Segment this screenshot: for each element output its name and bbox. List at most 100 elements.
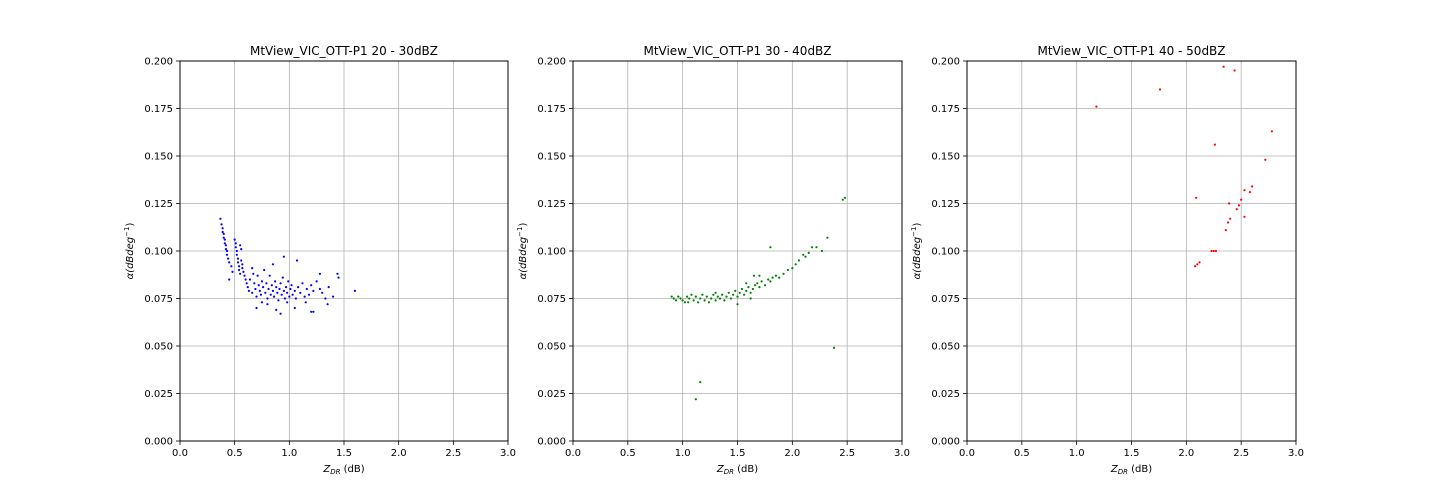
data-point bbox=[278, 287, 281, 291]
data-point bbox=[782, 272, 785, 275]
y-axis-label-sup: −1 bbox=[123, 227, 131, 237]
data-point bbox=[692, 299, 695, 302]
data-point bbox=[1228, 202, 1231, 205]
y-tick-label: 0.000 bbox=[931, 437, 960, 448]
data-point bbox=[279, 282, 282, 285]
y-tick-label: 0.150 bbox=[931, 152, 960, 163]
data-point bbox=[237, 265, 241, 268]
data-point bbox=[324, 297, 327, 300]
data-point bbox=[771, 276, 774, 279]
data-point bbox=[687, 301, 690, 304]
y-axis-label: α(dBdeg−1) bbox=[123, 223, 136, 280]
data-point bbox=[254, 287, 257, 291]
data-point bbox=[696, 301, 700, 304]
x-axis-label-sub: DR bbox=[724, 468, 734, 476]
data-point bbox=[219, 217, 222, 220]
y-axis-label-close: ) bbox=[125, 223, 136, 227]
x-axis-label-sub: DR bbox=[1118, 468, 1128, 476]
data-point bbox=[234, 242, 237, 245]
x-tick-label: 3.0 bbox=[500, 448, 516, 459]
data-point bbox=[681, 299, 684, 302]
x-tick-label: 2.5 bbox=[1233, 448, 1249, 459]
data-point bbox=[221, 230, 224, 234]
x-tick-label: 3.0 bbox=[1288, 448, 1304, 459]
x-axis-label: ZDR (dB) bbox=[322, 464, 364, 476]
data-point bbox=[690, 293, 693, 296]
data-point bbox=[282, 255, 285, 258]
data-point bbox=[1196, 263, 1199, 266]
x-tick-label: 2.0 bbox=[391, 448, 407, 459]
data-point bbox=[243, 274, 246, 277]
data-point bbox=[253, 282, 256, 285]
data-point bbox=[703, 299, 706, 302]
data-point bbox=[786, 268, 790, 272]
data-point bbox=[716, 295, 719, 298]
data-point bbox=[331, 295, 335, 298]
data-point bbox=[353, 289, 357, 292]
data-point bbox=[688, 297, 691, 300]
data-point bbox=[714, 299, 717, 302]
x-tick-label: 2.5 bbox=[839, 448, 855, 459]
data-point bbox=[296, 286, 300, 289]
y-tick-label: 0.175 bbox=[537, 104, 566, 115]
y-tick-label: 0.175 bbox=[931, 104, 960, 115]
data-point bbox=[327, 286, 330, 289]
data-point bbox=[763, 284, 767, 287]
y-tick-label: 0.075 bbox=[144, 294, 173, 305]
y-tick-label: 0.025 bbox=[537, 389, 566, 400]
data-point bbox=[264, 291, 267, 294]
y-axis-label: α(dBdeg−1) bbox=[516, 223, 529, 280]
y-tick-label: 0.175 bbox=[144, 104, 173, 115]
data-point bbox=[223, 242, 226, 245]
y-axis-label-main: α(dBdeg bbox=[125, 237, 136, 280]
data-point bbox=[239, 244, 242, 247]
data-point bbox=[679, 297, 682, 300]
y-tick-label: 0.000 bbox=[537, 437, 566, 448]
data-point bbox=[769, 246, 772, 249]
data-point bbox=[1270, 130, 1273, 133]
data-point bbox=[288, 295, 291, 298]
data-point bbox=[275, 308, 278, 311]
data-point bbox=[694, 295, 697, 298]
data-point bbox=[1210, 249, 1213, 253]
data-point bbox=[301, 282, 304, 285]
x-tick-label: 0.5 bbox=[227, 448, 243, 459]
data-point bbox=[281, 276, 284, 279]
data-point bbox=[749, 291, 752, 294]
data-point bbox=[774, 274, 777, 277]
data-point bbox=[260, 301, 264, 304]
data-point bbox=[231, 270, 234, 273]
data-point bbox=[221, 227, 224, 230]
x-tick-label: 0.0 bbox=[565, 448, 581, 459]
data-point bbox=[286, 301, 289, 304]
data-point bbox=[337, 276, 340, 279]
x-tick-label: 1.5 bbox=[336, 448, 352, 459]
data-point bbox=[791, 267, 794, 270]
data-point bbox=[266, 303, 269, 306]
data-point bbox=[248, 278, 252, 281]
data-point bbox=[279, 312, 282, 315]
data-point bbox=[707, 301, 711, 304]
data-point bbox=[312, 289, 315, 292]
data-point bbox=[318, 287, 322, 291]
data-point bbox=[1195, 196, 1198, 199]
data-point bbox=[723, 299, 726, 302]
y-axis-label: α(dBdeg−1) bbox=[910, 223, 923, 280]
data-point bbox=[270, 284, 273, 287]
data-point bbox=[747, 286, 750, 289]
data-point bbox=[1243, 215, 1246, 218]
y-tick-label: 0.150 bbox=[537, 152, 566, 163]
data-point bbox=[685, 295, 689, 298]
data-point bbox=[235, 253, 238, 256]
data-point bbox=[305, 287, 308, 291]
data-point bbox=[310, 284, 313, 287]
data-point bbox=[758, 286, 761, 289]
y-axis-label-sup: −1 bbox=[516, 227, 524, 237]
data-point bbox=[268, 274, 271, 277]
data-point bbox=[736, 303, 739, 306]
data-point bbox=[1237, 204, 1241, 207]
data-point bbox=[242, 270, 245, 273]
y-tick-label: 0.150 bbox=[144, 152, 173, 163]
data-point bbox=[738, 291, 741, 294]
